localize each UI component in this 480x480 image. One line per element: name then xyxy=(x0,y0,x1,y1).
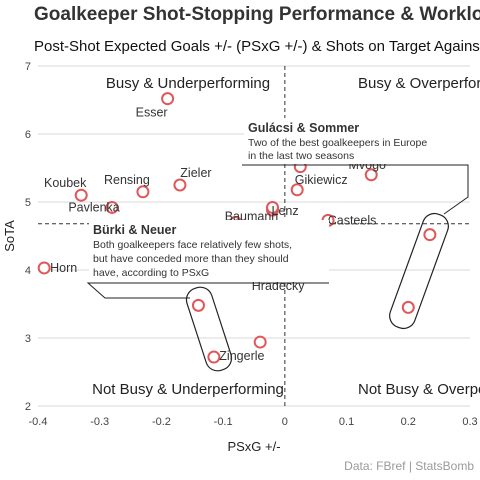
y-axis-label: SoTA xyxy=(2,220,17,252)
annotation-line: Both goalkeepers face relatively few sho… xyxy=(93,239,292,251)
data-point xyxy=(193,300,204,311)
annotation-line: in the last two seasons xyxy=(248,150,354,162)
data-point xyxy=(137,186,148,197)
point-label: Gikiewicz xyxy=(295,173,348,187)
data-point xyxy=(424,229,435,240)
quadrant-label-top-left: Busy & Underperforming xyxy=(106,75,270,92)
y-tick-label: 6 xyxy=(25,129,31,141)
data-point xyxy=(174,180,185,191)
y-tick-label: 3 xyxy=(25,333,31,345)
point-label: Casteels xyxy=(328,213,377,227)
quadrant-label-bottom-right: Not Busy & Overperforming xyxy=(358,381,480,398)
x-tick-label: 0.2 xyxy=(401,416,416,428)
x-tick-label: -0.2 xyxy=(152,416,171,428)
data-point xyxy=(255,337,266,348)
point-label: Zieler xyxy=(180,166,211,180)
x-tick-label: 0.3 xyxy=(462,416,477,428)
x-tick-label: -0.4 xyxy=(29,416,48,428)
annotation-title: Gulácsi & Sommer xyxy=(248,121,359,135)
x-tick-label: -0.3 xyxy=(90,416,109,428)
x-tick-label: 0.1 xyxy=(339,416,354,428)
y-tick-label: 2 xyxy=(25,401,31,413)
annotation-line: but have conceded more than they should xyxy=(93,253,289,265)
point-label: Pavlenka xyxy=(68,200,119,214)
point-label: Esser xyxy=(136,106,168,120)
x-tick-label: -0.1 xyxy=(214,416,233,428)
point-label: Zingerle xyxy=(219,349,264,363)
chart-title: Goalkeeper Shot-Stopping Performance & W… xyxy=(34,4,480,25)
point-label: Horn xyxy=(50,261,77,275)
data-point xyxy=(403,302,414,313)
chart-caption: Data: FBref | StatsBomb xyxy=(344,459,474,473)
point-label: Lenz xyxy=(272,204,299,218)
y-tick-label: 7 xyxy=(25,61,31,73)
x-tick-label: 0 xyxy=(282,416,288,428)
hull-gulacsi-sommer xyxy=(386,210,451,332)
chart-subtitle: Post-Shot Expected Goals +/- (PSxG +/-) … xyxy=(34,38,480,55)
data-point xyxy=(208,352,219,363)
data-point xyxy=(39,262,50,273)
annotation-line: have, according to PSxG xyxy=(93,267,209,279)
data-point xyxy=(162,93,173,104)
data-point xyxy=(76,190,87,201)
y-tick-label: 4 xyxy=(25,265,31,277)
point-label: Koubek xyxy=(44,176,87,190)
plot-area: 2 3 4 5 6 7 -0.4 -0.3 -0.2 -0.1 0 0.1 0.2 0.3 Busy & … xyxy=(25,61,480,428)
annotation-title: Bürki & Neuer xyxy=(93,223,176,237)
annotation-line: Two of the best goalkeepers in Europe xyxy=(248,137,427,149)
y-tick-label: 5 xyxy=(25,197,31,209)
x-axis-label: PSxG +/- xyxy=(227,439,280,454)
point-label: Rensing xyxy=(104,173,150,187)
quadrant-label-top-right: Busy & Overperforming xyxy=(358,75,480,92)
quadrant-label-bottom-left: Not Busy & Underperforming xyxy=(92,381,284,398)
